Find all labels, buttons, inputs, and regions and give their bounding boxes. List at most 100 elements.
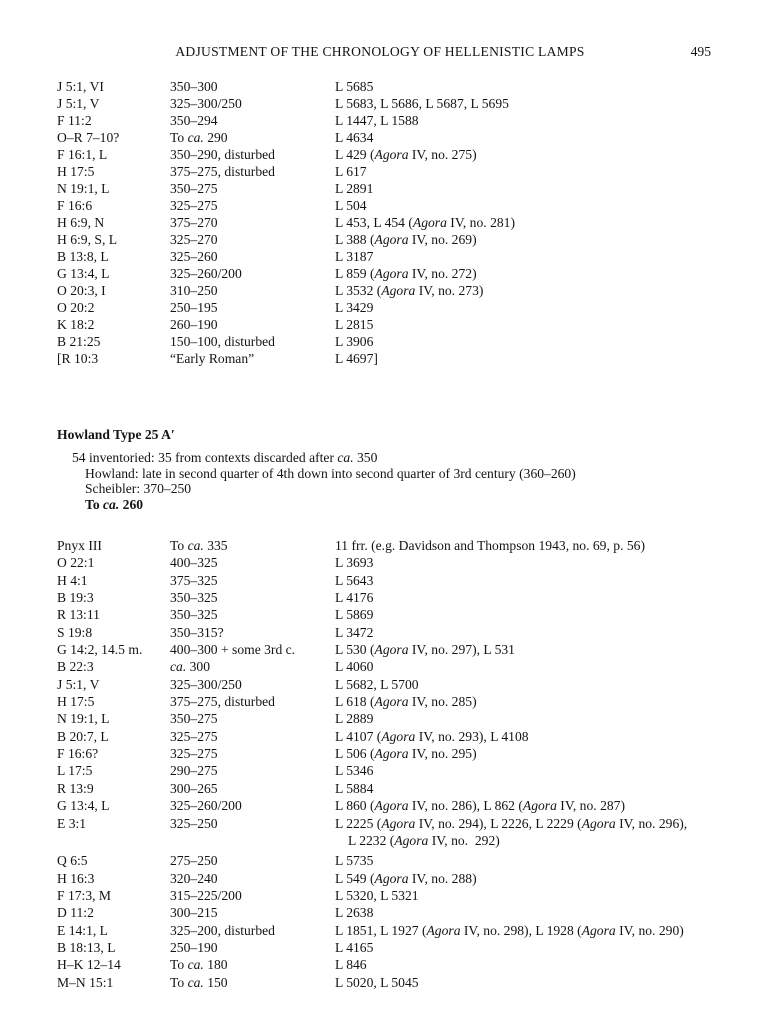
deposit-cell: B 13:8, L xyxy=(57,249,109,264)
date-range-cell: 375–325 xyxy=(170,572,218,588)
type-summary-lines: 54 inventoried: 35 from contexts discard… xyxy=(57,450,747,512)
table-row: B 22:3 ca. 300 L 4060 xyxy=(57,658,747,675)
deposit-cell: E 3:1 xyxy=(57,815,87,831)
deposit-cell: D 11:2 xyxy=(57,905,94,921)
table-row: M–N 15:1 To ca. 150 L 5020, L 5045 xyxy=(57,974,747,991)
date-range-cell: 320–240 xyxy=(170,870,218,886)
deposit-cell: J 5:1, V xyxy=(57,676,100,692)
lamp-numbers-cell: L 429 (Agora IV, no. 275) xyxy=(335,147,477,162)
lamp-numbers-cell: L 5683, L 5686, L 5687, L 5695 xyxy=(335,96,509,111)
table-row: J 5:1, V 325–300/250 L 5683, L 5686, L 568… xyxy=(57,95,747,112)
lamp-numbers-cell: L 3187 xyxy=(335,249,374,264)
lamp-numbers-cell: L 5884 xyxy=(335,780,374,796)
date-range-cell: 260–190 xyxy=(170,317,218,332)
lamp-numbers-cell: L 859 (Agora IV, no. 272) xyxy=(335,266,477,281)
table-row: B 19:3 350–325 L 4176 xyxy=(57,589,747,606)
table-row: O 20:3, I 310–250 L 3532 (Agora IV, no. 27… xyxy=(57,282,747,299)
date-range-cell: 310–250 xyxy=(170,283,218,298)
type-summary-line: 54 inventoried: 35 from contexts discard… xyxy=(72,450,378,465)
lamp-numbers-cell: L 2638 xyxy=(335,905,374,921)
deposit-cell: F 16:6? xyxy=(57,746,99,762)
type-summary-line: Howland: late in second quarter of 4th d… xyxy=(85,465,576,481)
lamp-numbers-cell: L 1851, L 1927 (Agora IV, no. 298), L 19… xyxy=(335,922,684,938)
lamp-numbers-cell: L 618 (Agora IV, no. 285) xyxy=(335,694,477,710)
date-range-cell: “Early Roman” xyxy=(170,351,255,366)
table-row: G 13:4, L 325–260/200 L 859 (Agora IV, no.… xyxy=(57,265,747,282)
lamp-numbers-cell: L 3906 xyxy=(335,334,374,349)
deposit-cell: O 20:3, I xyxy=(57,283,106,298)
table-row: [R 10:3 “Early Roman” L 4697] xyxy=(57,350,747,367)
deposit-cell: B 20:7, L xyxy=(57,728,109,744)
lamp-numbers-cell: L 506 (Agora IV, no. 295) xyxy=(335,746,477,762)
table-row: B 18:13, L 250–190 L 4165 xyxy=(57,939,747,956)
table-row: O 22:1 400–325 L 3693 xyxy=(57,554,747,571)
date-range-cell: 350–294 xyxy=(170,113,218,128)
table-row: J 5:1, V 325–300/250 L 5682, L 5700 xyxy=(57,676,747,693)
deposit-cell: G 13:4, L xyxy=(57,798,110,814)
date-range-cell: 350–325 xyxy=(170,590,218,606)
deposit-cell: N 19:1, L xyxy=(57,711,110,727)
deposit-cell: H 17:5 xyxy=(57,164,95,179)
type-section: Howland Type 25 A′ 54 inventoried: 35 fr… xyxy=(57,426,747,512)
deposit-cell: [R 10:3 xyxy=(57,351,99,366)
type-heading: Howland Type 25 A′ xyxy=(57,427,175,442)
lamp-numbers-cell: L 4060 xyxy=(335,659,374,675)
date-range-cell: 325–275 xyxy=(170,728,218,744)
date-range-cell: 350–300 xyxy=(170,79,218,94)
table-row: G 13:4, L 325–260/200 L 860 (Agora IV, no.… xyxy=(57,797,747,814)
table-row: H 4:1 375–325 L 5643 xyxy=(57,572,747,589)
lamp-numbers-cell: L 4165 xyxy=(335,939,374,955)
date-range-cell: 325–260/200 xyxy=(170,798,242,814)
date-range-cell: 275–250 xyxy=(170,853,218,869)
lamp-numbers-cell: L 5643 xyxy=(335,572,374,588)
table-row: J 5:1, VI 350–300 L 5685 xyxy=(57,78,747,95)
lamp-numbers-cell: L 2815 xyxy=(335,317,374,332)
deposit-cell: G 13:4, L xyxy=(57,266,110,281)
lamp-numbers-cell: L 3693 xyxy=(335,555,374,571)
deposit-cell: E 14:1, L xyxy=(57,922,108,938)
type-summary-line: Scheibler: 370–250 xyxy=(85,481,192,497)
date-range-cell: 250–195 xyxy=(170,300,218,315)
table-row: R 13:9 300–265 L 5884 xyxy=(57,780,747,797)
lamp-numbers-cell: 11 frr. (e.g. Davidson and Thompson 1943… xyxy=(335,538,645,553)
deposit-cell: R 13:11 xyxy=(57,607,100,623)
table-row: Q 6:5 275–250 L 5735 xyxy=(57,852,747,869)
table-row: B 13:8, L 325–260 L 3187 xyxy=(57,248,747,265)
lamp-numbers-cell: L 5869 xyxy=(335,607,374,623)
date-range-cell: 300–215 xyxy=(170,905,218,921)
lamp-numbers-cell: L 860 (Agora IV, no. 286), L 862 (Agora … xyxy=(335,798,625,814)
deposit-cell: J 5:1, V xyxy=(57,96,100,111)
deposit-cell: Q 6:5 xyxy=(57,853,88,869)
lamp-numbers-cell: L 388 (Agora IV, no. 269) xyxy=(335,232,477,247)
deposit-cell: F 17:3, M xyxy=(57,887,112,903)
table-row: H 6:9, S, L 325–270 L 388 (Agora IV, no. 2… xyxy=(57,231,747,248)
table-row: B 20:7, L 325–275 L 4107 (Agora IV, no. 29… xyxy=(57,728,747,745)
deposit-cell: S 19:8 xyxy=(57,624,93,640)
lamp-numbers-cell: L 617 xyxy=(335,164,367,179)
lamp-numbers-cell: L 2891 xyxy=(335,181,374,196)
table-row: D 11:2 300–215 L 2638 xyxy=(57,904,747,921)
table-row: S 19:8 350–315? L 3472 xyxy=(57,624,747,641)
table-row: H 17:5 375–275, disturbed L 618 (Agora IV,… xyxy=(57,693,747,710)
lamp-numbers-cell: L 4697] xyxy=(335,351,378,366)
date-range-cell: 325–270 xyxy=(170,232,218,247)
table-row: F 16:6? 325–275 L 506 (Agora IV, no. 295) xyxy=(57,745,747,762)
lamp-numbers-continuation: L 2232 (Agora IV, no. 292) xyxy=(348,832,500,848)
table-row: H 16:3 320–240 L 549 (Agora IV, no. 288) xyxy=(57,870,747,887)
deposit-table-upper: J 5:1, VI 350–300 L 5685 J 5:1, V 325–300/25… xyxy=(57,78,747,367)
table-row: N 19:1, L 350–275 L 2891 xyxy=(57,180,747,197)
table-row: O–R 7–10? To ca. 290 L 4634 xyxy=(57,129,747,146)
table-row: H–K 12–14 To ca. 180 L 846 xyxy=(57,956,747,973)
date-range-cell: 315–225/200 xyxy=(170,887,242,903)
deposit-cell: M–N 15:1 xyxy=(57,974,114,990)
lamp-numbers-cell: L 5346 xyxy=(335,763,374,779)
date-range-cell: 325–275 xyxy=(170,198,218,213)
date-range-cell: 350–275 xyxy=(170,711,218,727)
deposit-cell: F 16:1, L xyxy=(57,147,108,162)
table-row: R 13:11 350–325 L 5869 xyxy=(57,606,747,623)
lamp-numbers-cell: L 4634 xyxy=(335,130,374,145)
table-row: L 17:5 290–275 L 5346 xyxy=(57,762,747,779)
date-range-cell: 350–275 xyxy=(170,181,218,196)
lamp-numbers-cell: L 5735 xyxy=(335,853,374,869)
